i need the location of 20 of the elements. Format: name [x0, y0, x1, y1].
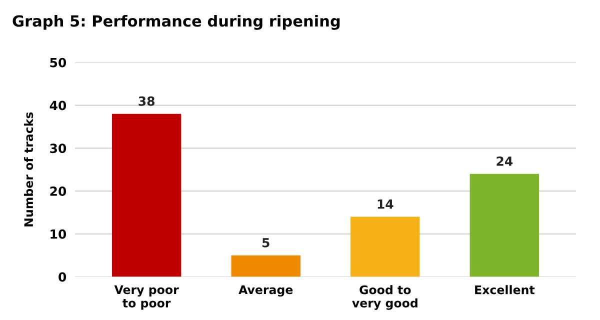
bar — [350, 216, 420, 277]
data-label: 24 — [496, 156, 513, 166]
y-tick-label: 10 — [50, 229, 66, 239]
bar — [112, 114, 182, 277]
chart-title: Graph 5: Performance during ripening — [12, 14, 340, 30]
x-tick-label: Good to very good — [352, 285, 418, 310]
data-label: 38 — [138, 96, 154, 106]
y-tick-label: 20 — [50, 186, 66, 196]
x-tick-label: Excellent — [475, 285, 535, 294]
y-tick-label: 0 — [58, 272, 66, 282]
bar — [231, 255, 300, 277]
bar — [470, 174, 540, 277]
data-label: 5 — [262, 238, 270, 248]
y-tick-label: 50 — [50, 58, 66, 68]
y-axis-title: Number of tracks — [24, 112, 34, 226]
y-tick-label: 30 — [50, 144, 66, 154]
x-tick-label: Very poor to poor — [114, 285, 179, 310]
y-tick-label: 40 — [50, 100, 66, 110]
x-tick-label: Average — [238, 285, 293, 297]
data-label: 14 — [378, 200, 394, 209]
